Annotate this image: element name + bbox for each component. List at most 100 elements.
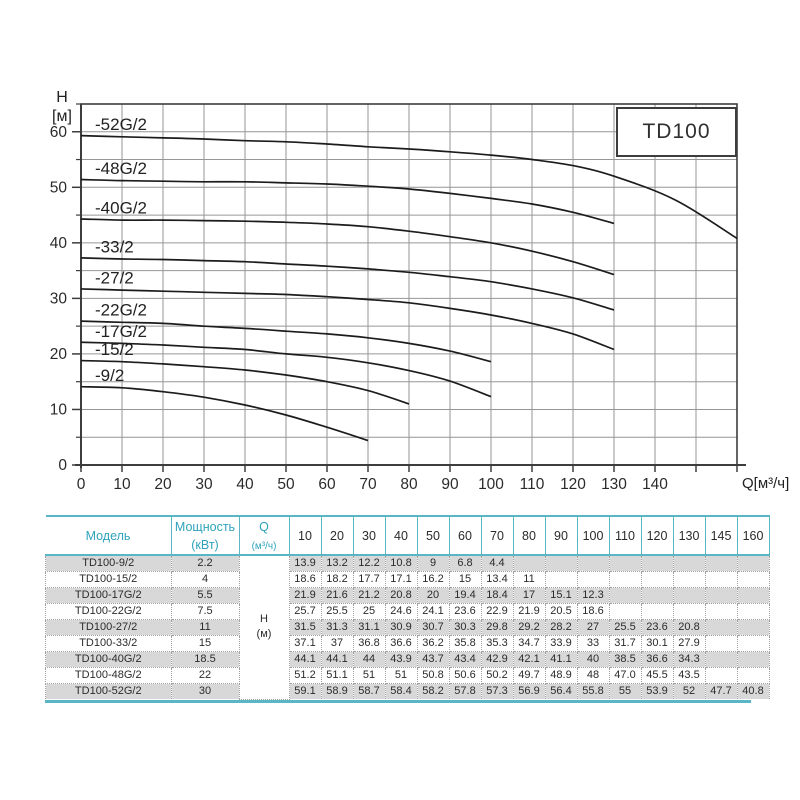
curve-label-TD100-40G/2: -40G/2 — [95, 198, 147, 217]
header-model: Модель — [45, 515, 171, 556]
x-tick-label: 100 — [478, 476, 504, 493]
cell-h-50: 30.7 — [417, 619, 450, 636]
cell-h-100: 40 — [577, 651, 610, 668]
cell-h-60: 30.3 — [449, 619, 482, 636]
pump-curve-TD100-48G/2 — [80, 178, 615, 225]
cell-model: TD100-17G/2 — [45, 587, 172, 604]
cell-h-100 — [577, 555, 610, 572]
pump-curve-TD100-9/2 — [80, 385, 369, 442]
cell-h-40: 30.9 — [385, 619, 418, 636]
table-row-TD100-40G/2: TD100-40G/2 18.5 44.1 44.1 44 43.9 43.7 43.4 42.… — [45, 651, 770, 668]
cell-h-80 — [513, 555, 546, 572]
cell-h-80: 21.9 — [513, 603, 546, 620]
cell-h-40: 58.4 — [385, 683, 418, 699]
x-axis-title: Q[м³/ч] — [742, 475, 790, 492]
pump-curve-TD100-17G/2 — [80, 341, 492, 398]
chart-plot: 0 10 20 30 40 50 60 70 80 90 100 110 120 130 140 0 10 20 3… — [50, 103, 746, 493]
cell-h-120: 45.5 — [641, 667, 674, 684]
cell-h-50: 43.7 — [417, 651, 450, 668]
cell-h-70: 50.2 — [481, 667, 514, 684]
cell-h-80: 11 — [513, 571, 546, 588]
cell-h-80: 49.7 — [513, 667, 546, 684]
cell-h-60: 19.4 — [449, 587, 482, 604]
cell-h-130: 52 — [673, 683, 706, 699]
cell-h-60: 23.6 — [449, 603, 482, 620]
cell-h-30: 36.8 — [353, 635, 386, 652]
cell-h-60: 43.4 — [449, 651, 482, 668]
x-tick-label: 20 — [154, 476, 172, 493]
table-body: TD100-9/2 2.2 Н (м) 13.9 13.2 12.2 10.8 9 6.8 4.4… — [45, 555, 770, 700]
cell-h-70: 4.4 — [481, 555, 514, 572]
cell-h-120 — [641, 603, 674, 620]
table-row-TD100-52G/2: TD100-52G/2 30 59.1 58.9 58.7 58.4 58.2 57.8 57.… — [45, 683, 770, 699]
cell-power: 30 — [171, 683, 240, 699]
cell-h-10: 13.9 — [289, 555, 322, 572]
cell-h-20: 21.6 — [321, 587, 354, 604]
cell-power: 15 — [171, 635, 240, 652]
cell-h-20: 51.1 — [321, 667, 354, 684]
cell-h-145 — [705, 555, 738, 572]
cell-h-100: 18.6 — [577, 603, 610, 620]
cell-h-145 — [705, 635, 738, 652]
cell-model: TD100-52G/2 — [45, 683, 172, 699]
cell-power: 7.5 — [171, 603, 240, 620]
curve-label-TD100-52G/2: -52G/2 — [95, 115, 147, 134]
x-tick-label: 60 — [318, 476, 336, 493]
header-flow-100: 100 — [576, 515, 609, 556]
cell-h-90: 48.9 — [545, 667, 578, 684]
cell-h-60: 15 — [449, 571, 482, 588]
cell-power: 4 — [171, 571, 240, 588]
cell-h-10: 31.5 — [289, 619, 322, 636]
cell-h-120: 30.1 — [641, 635, 674, 652]
cell-h-20: 44.1 — [321, 651, 354, 668]
table-row-TD100-9/2: TD100-9/2 2.2 Н (м) 13.9 13.2 12.2 10.8 9 6.8 4.4 — [45, 555, 770, 700]
x-tick-label: 110 — [520, 476, 545, 493]
cell-h-50: 58.2 — [417, 683, 450, 699]
cell-h-120 — [641, 571, 674, 588]
cell-h-30: 21.2 — [353, 587, 386, 604]
cell-h-120 — [641, 555, 674, 572]
cell-h-160 — [737, 571, 770, 588]
y-tick-label: 30 — [50, 290, 68, 307]
cell-h-120: 53.9 — [641, 683, 674, 699]
cell-h-40: 24.6 — [385, 603, 418, 620]
pump-curve-TD100-52G/2 — [80, 134, 738, 240]
cell-h-50: 9 — [417, 555, 450, 572]
cell-h-60: 50.6 — [449, 667, 482, 684]
cell-model: TD100-9/2 — [45, 555, 172, 572]
header-flow-145: 145 — [704, 515, 737, 556]
cell-h-30: 58.7 — [353, 683, 386, 699]
cell-h-50: 50.8 — [417, 667, 450, 684]
cell-h-50: 24.1 — [417, 603, 450, 620]
cell-h-130: 34.3 — [673, 651, 706, 668]
y-tick-label: 40 — [50, 235, 68, 252]
cell-h-30: 12.2 — [353, 555, 386, 572]
header-flow-90: 90 — [544, 515, 577, 556]
header-flow-60: 60 — [448, 515, 481, 556]
table-row-TD100-22G/2: TD100-22G/2 7.5 25.7 25.5 25 24.6 24.1 23.6 22.9… — [45, 603, 770, 620]
cell-h-145 — [705, 571, 738, 588]
cell-h-80: 34.7 — [513, 635, 546, 652]
cell-h-40: 17.1 — [385, 571, 418, 588]
x-tick-label: 130 — [601, 476, 627, 493]
cell-h-30: 44 — [353, 651, 386, 668]
cell-h-145 — [705, 667, 738, 684]
pump-curve-chart: 0 10 20 30 40 50 60 70 80 90 100 110 120 130 140 0 10 20 3… — [50, 89, 790, 493]
cell-h-110 — [609, 571, 642, 588]
cell-h-160 — [737, 603, 770, 620]
cell-h-unit: Н (м) — [239, 555, 290, 700]
cell-h-160 — [737, 635, 770, 652]
cell-h-110: 38.5 — [609, 651, 642, 668]
x-tick-label: 70 — [359, 476, 377, 493]
cell-h-20: 25.5 — [321, 603, 354, 620]
cell-h-20: 58.9 — [321, 683, 354, 699]
cell-h-60: 57.8 — [449, 683, 482, 699]
cell-h-160 — [737, 555, 770, 572]
cell-h-20: 18.2 — [321, 571, 354, 588]
cell-h-40: 10.8 — [385, 555, 418, 572]
x-tick-label: 140 — [642, 476, 668, 493]
header-flow-110: 110 — [608, 515, 641, 556]
performance-table-wrap: Модель Мощность (кВт) Q (м³/ч) 10 20 30 40 50 60 70… — [45, 515, 770, 703]
table-header: Модель Мощность (кВт) Q (м³/ч) 10 20 30 40 50 60 70… — [45, 515, 770, 556]
table-row-TD100-48G/2: TD100-48G/2 22 51.2 51.1 51 51 50.8 50.6 50.2 49.… — [45, 667, 770, 684]
